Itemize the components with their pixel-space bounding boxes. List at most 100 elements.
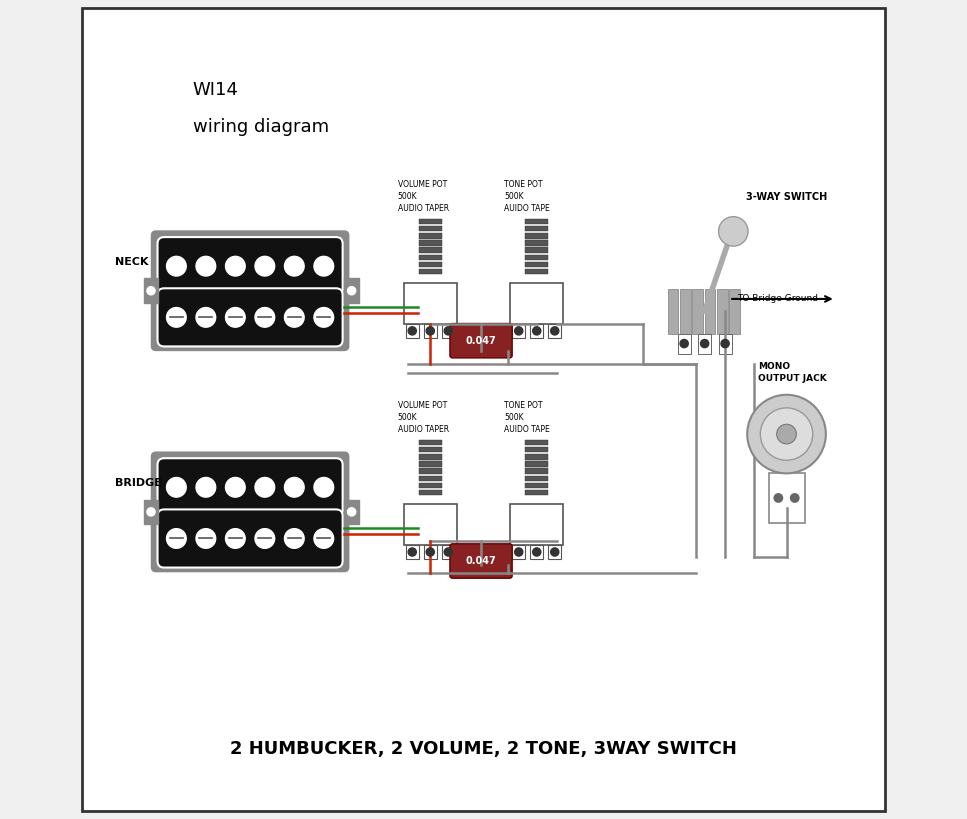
Circle shape xyxy=(284,477,305,497)
Circle shape xyxy=(147,508,155,516)
Bar xyxy=(403,283,456,324)
Text: TONE POT
500K
AUIDO TAPE: TONE POT 500K AUIDO TAPE xyxy=(504,180,549,213)
Circle shape xyxy=(533,327,541,335)
Bar xyxy=(406,324,419,338)
Circle shape xyxy=(166,307,187,327)
Bar xyxy=(525,240,548,246)
Bar xyxy=(513,545,525,559)
Bar xyxy=(525,233,548,238)
Bar xyxy=(419,454,442,459)
Circle shape xyxy=(225,256,246,276)
Circle shape xyxy=(444,548,453,556)
Bar xyxy=(525,461,548,467)
Circle shape xyxy=(774,493,783,503)
FancyBboxPatch shape xyxy=(152,452,348,572)
Bar xyxy=(525,219,548,224)
Text: TONE POT
500K
AUIDO TAPE: TONE POT 500K AUIDO TAPE xyxy=(504,401,549,434)
Bar xyxy=(530,545,543,559)
FancyBboxPatch shape xyxy=(450,544,513,578)
Bar xyxy=(525,440,548,446)
FancyBboxPatch shape xyxy=(158,288,342,346)
Bar xyxy=(525,226,548,231)
Circle shape xyxy=(408,327,417,335)
Bar xyxy=(525,476,548,481)
Circle shape xyxy=(225,307,246,327)
Bar xyxy=(511,283,564,324)
Bar xyxy=(419,468,442,474)
Bar xyxy=(678,334,690,354)
Text: 3-WAY SWITCH: 3-WAY SWITCH xyxy=(746,192,827,201)
Bar xyxy=(419,269,442,274)
Bar xyxy=(525,468,548,474)
Bar xyxy=(513,324,525,338)
Bar xyxy=(717,288,727,334)
Bar xyxy=(419,247,442,253)
Circle shape xyxy=(700,339,709,348)
Text: VOLUME POT
500K
AUDIO TAPER: VOLUME POT 500K AUDIO TAPER xyxy=(397,401,449,434)
Bar xyxy=(419,255,442,260)
Bar xyxy=(548,324,561,338)
Bar xyxy=(419,233,442,238)
Circle shape xyxy=(514,327,523,335)
Bar xyxy=(729,288,740,334)
Bar xyxy=(530,324,543,338)
Bar xyxy=(419,226,442,231)
FancyBboxPatch shape xyxy=(158,509,342,568)
FancyBboxPatch shape xyxy=(152,231,348,350)
Bar xyxy=(525,483,548,488)
Bar xyxy=(548,545,561,559)
Circle shape xyxy=(533,548,541,556)
Circle shape xyxy=(314,477,334,497)
Circle shape xyxy=(347,287,356,295)
Circle shape xyxy=(760,408,812,460)
Circle shape xyxy=(514,548,523,556)
Text: 2 HUMBUCKER, 2 VOLUME, 2 TONE, 3WAY SWITCH: 2 HUMBUCKER, 2 VOLUME, 2 TONE, 3WAY SWIT… xyxy=(230,740,737,758)
Bar xyxy=(419,461,442,467)
Bar xyxy=(442,324,454,338)
Circle shape xyxy=(166,477,187,497)
Circle shape xyxy=(255,307,275,327)
Circle shape xyxy=(550,327,559,335)
Circle shape xyxy=(255,529,275,549)
Bar xyxy=(424,324,437,338)
Bar xyxy=(419,476,442,481)
Bar xyxy=(718,334,732,354)
Circle shape xyxy=(196,307,216,327)
Circle shape xyxy=(314,529,334,549)
Circle shape xyxy=(166,529,187,549)
Bar xyxy=(403,504,456,545)
Bar xyxy=(692,288,703,334)
Bar xyxy=(525,454,548,459)
Bar xyxy=(144,278,159,303)
Bar xyxy=(525,490,548,495)
Circle shape xyxy=(196,477,216,497)
Circle shape xyxy=(790,493,800,503)
Circle shape xyxy=(680,339,689,348)
Text: NECK: NECK xyxy=(115,257,149,267)
Bar xyxy=(419,490,442,495)
Circle shape xyxy=(718,216,748,246)
Bar xyxy=(705,288,716,334)
Bar xyxy=(424,545,437,559)
Bar xyxy=(769,473,805,523)
Circle shape xyxy=(284,529,305,549)
Circle shape xyxy=(314,256,334,276)
Circle shape xyxy=(444,327,453,335)
Bar xyxy=(406,545,419,559)
Bar xyxy=(419,447,442,452)
FancyBboxPatch shape xyxy=(158,459,342,517)
Circle shape xyxy=(721,339,729,348)
Bar xyxy=(344,278,359,303)
Bar xyxy=(419,440,442,446)
Text: 0.047: 0.047 xyxy=(466,336,496,346)
Circle shape xyxy=(255,477,275,497)
Bar xyxy=(525,261,548,267)
Bar xyxy=(419,261,442,267)
Circle shape xyxy=(777,424,797,444)
Bar xyxy=(525,269,548,274)
Text: VOLUME POT
500K
AUDIO TAPER: VOLUME POT 500K AUDIO TAPER xyxy=(397,180,449,213)
Bar xyxy=(344,500,359,524)
Bar xyxy=(525,247,548,253)
Bar xyxy=(511,504,564,545)
Circle shape xyxy=(225,529,246,549)
